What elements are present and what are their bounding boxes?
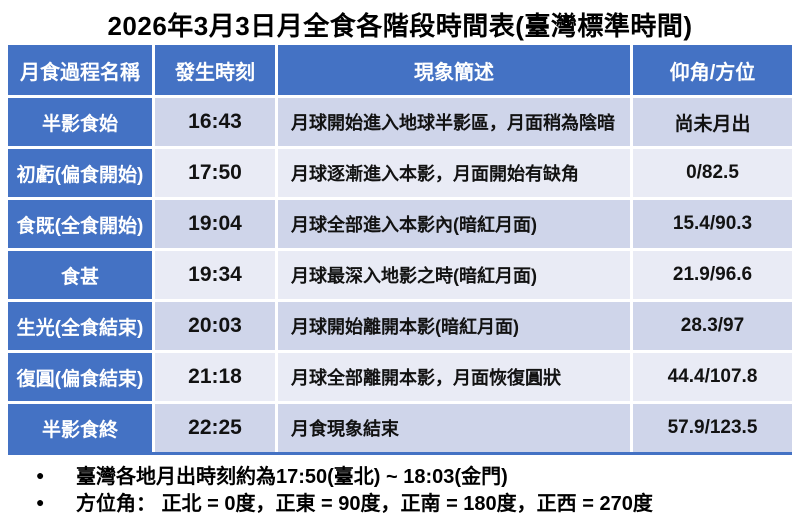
footnote-text: 方位角： 正北 = 0度，正東 = 90度，正南 = 180度，正西 = 270… <box>76 493 653 515</box>
phase-cell: 食既(全食開始) <box>8 200 152 248</box>
bullet-icon: ● <box>36 493 45 510</box>
description-cell: 月球最深入地影之時(暗紅月面) <box>278 251 630 299</box>
phase-cell: 初虧(偏食開始) <box>8 149 152 197</box>
eclipse-timetable: 月食過程名稱 發生時刻 現象簡述 仰角/方位 半影食始 16:43 月球開始進入… <box>8 45 792 455</box>
description-cell: 月球全部進入本影內(暗紅月面) <box>278 200 630 248</box>
time-cell: 21:18 <box>155 353 275 401</box>
phase-cell: 生光(全食結束) <box>8 302 152 350</box>
footnote-line: ● 方位角： 正北 = 0度，正東 = 90度，正南 = 180度，正西 = 2… <box>36 488 786 515</box>
footnotes: ● 臺灣各地月出時刻約為17:50(臺北) ~ 18:03(金門) ● 方位角：… <box>36 461 786 515</box>
altitude-azimuth-cell: 0/82.5 <box>633 149 792 197</box>
altitude-azimuth-cell: 57.9/123.5 <box>633 404 792 452</box>
col-header-time: 發生時刻 <box>155 45 275 95</box>
page-title: 2026年3月3日月全食各階段時間表(臺灣標準時間) <box>107 11 693 41</box>
footnote-line: ● 臺灣各地月出時刻約為17:50(臺北) ~ 18:03(金門) <box>36 461 786 488</box>
phase-cell: 半影食始 <box>8 98 152 146</box>
footnote-text: 臺灣各地月出時刻約為17:50(臺北) ~ 18:03(金門) <box>76 466 508 488</box>
time-cell: 17:50 <box>155 149 275 197</box>
altitude-azimuth-cell: 44.4/107.8 <box>633 353 792 401</box>
time-cell: 19:34 <box>155 251 275 299</box>
col-header-phase: 月食過程名稱 <box>8 45 152 95</box>
description-cell: 月食現象結束 <box>278 404 630 452</box>
col-header-altitude-azimuth: 仰角/方位 <box>633 45 792 95</box>
description-cell: 月球全部離開本影，月面恢復圓狀 <box>278 353 630 401</box>
time-cell: 19:04 <box>155 200 275 248</box>
phase-cell: 食甚 <box>8 251 152 299</box>
bullet-icon: ● <box>36 466 45 483</box>
phase-cell: 復圓(偏食結束) <box>8 353 152 401</box>
phase-cell: 半影食終 <box>8 404 152 452</box>
time-cell: 22:25 <box>155 404 275 452</box>
altitude-azimuth-cell: 21.9/96.6 <box>633 251 792 299</box>
description-cell: 月球開始離開本影(暗紅月面) <box>278 302 630 350</box>
altitude-azimuth-cell: 28.3/97 <box>633 302 792 350</box>
description-cell: 月球逐漸進入本影，月面開始有缺角 <box>278 149 630 197</box>
description-cell: 月球開始進入地球半影區，月面稍為陰暗 <box>278 98 630 146</box>
altitude-azimuth-cell: 尚未月出 <box>633 98 792 146</box>
altitude-azimuth-cell: 15.4/90.3 <box>633 200 792 248</box>
col-header-description: 現象簡述 <box>278 45 630 95</box>
time-cell: 16:43 <box>155 98 275 146</box>
time-cell: 20:03 <box>155 302 275 350</box>
